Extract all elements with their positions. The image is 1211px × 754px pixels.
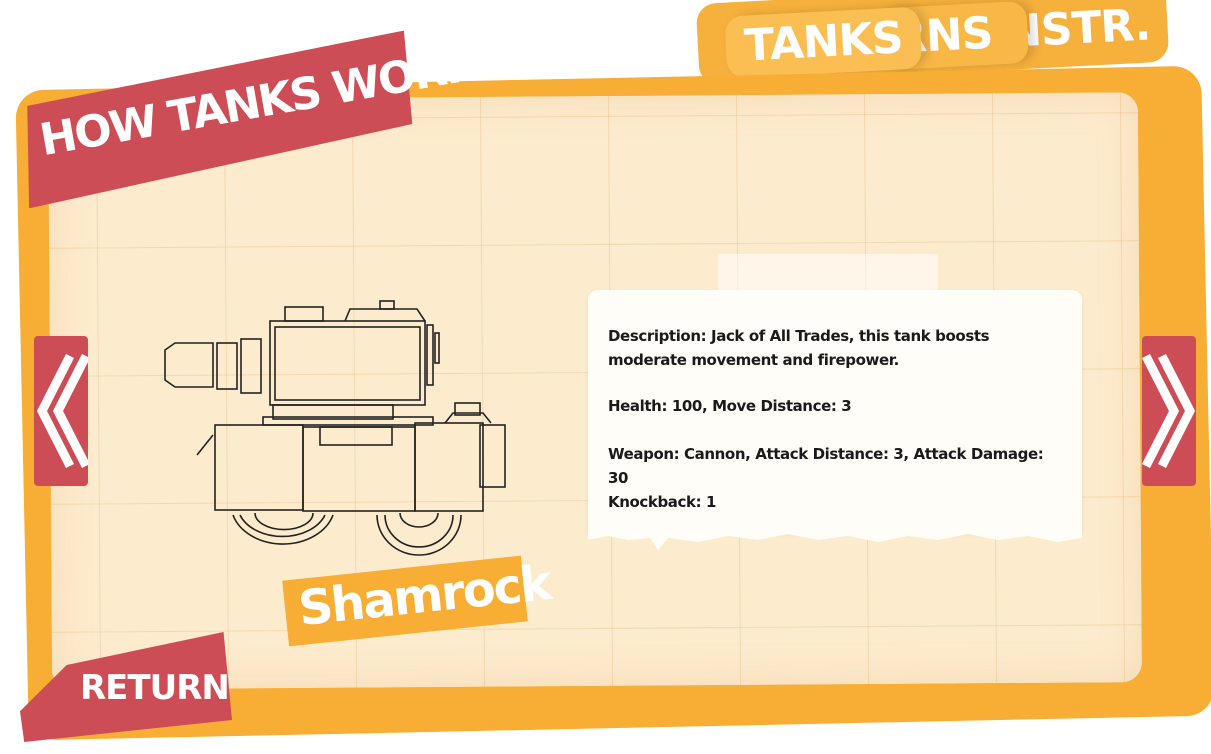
- tank-description: Description: Jack of All Trades, this ta…: [608, 327, 990, 369]
- double-chevron-right-icon: [1142, 353, 1196, 469]
- previous-tank-button[interactable]: [34, 336, 88, 486]
- tank-blueprint-image: [164, 300, 506, 556]
- torn-paper-edge: [588, 528, 1082, 550]
- return-label[interactable]: RETURN: [80, 668, 230, 708]
- tab-tanks[interactable]: TANKS: [724, 6, 923, 79]
- tank-info-card: Description: Jack of All Trades, this ta…: [588, 290, 1082, 532]
- double-chevron-left-icon: [36, 353, 88, 469]
- tank-weapon-stats: Weapon: Cannon, Attack Distance: 3, Atta…: [608, 445, 1044, 487]
- tank-knockback-stat: Knockback: 1: [608, 493, 717, 511]
- tank-health-stats: Health: 100, Move Distance: 3: [608, 397, 852, 415]
- next-tank-button[interactable]: [1142, 336, 1196, 486]
